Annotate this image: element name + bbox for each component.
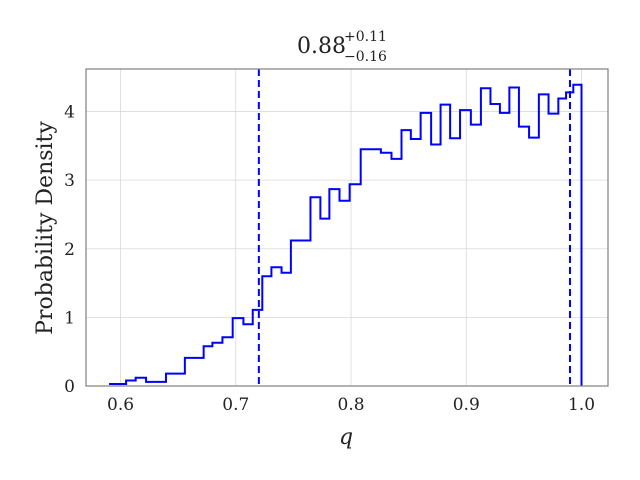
y-tick-label: 3 bbox=[64, 171, 75, 191]
y-tick-label: 0 bbox=[64, 377, 75, 397]
gridlines bbox=[86, 69, 608, 387]
plot-frame bbox=[85, 68, 609, 387]
histogram-series bbox=[109, 83, 583, 386]
chart-title: 0.88 +0.11 −0.16 bbox=[297, 29, 387, 65]
x-axis-ticks: 0.6 0.7 0.8 0.9 1.0 bbox=[107, 395, 595, 415]
x-tick-label: 0.9 bbox=[453, 395, 480, 415]
y-tick-label: 1 bbox=[64, 308, 75, 328]
histogram-step-line bbox=[109, 83, 583, 386]
credible-interval-lines bbox=[257, 69, 571, 386]
y-tick-label: 4 bbox=[64, 103, 75, 123]
x-tick-label: 0.6 bbox=[107, 395, 134, 415]
x-tick-label: 0.8 bbox=[338, 395, 365, 415]
x-tick-label: 0.7 bbox=[222, 395, 249, 415]
y-axis-ticks: 0 1 2 3 4 bbox=[64, 103, 75, 397]
title-median: 0.88 bbox=[297, 34, 346, 59]
x-tick-label: 1.0 bbox=[568, 395, 595, 415]
x-axis-label: q bbox=[339, 425, 353, 450]
y-tick-label: 2 bbox=[64, 240, 75, 260]
title-upper-error: +0.11 bbox=[344, 29, 387, 45]
y-axis-label: Probability Density bbox=[33, 121, 58, 335]
title-lower-error: −0.16 bbox=[344, 49, 387, 65]
